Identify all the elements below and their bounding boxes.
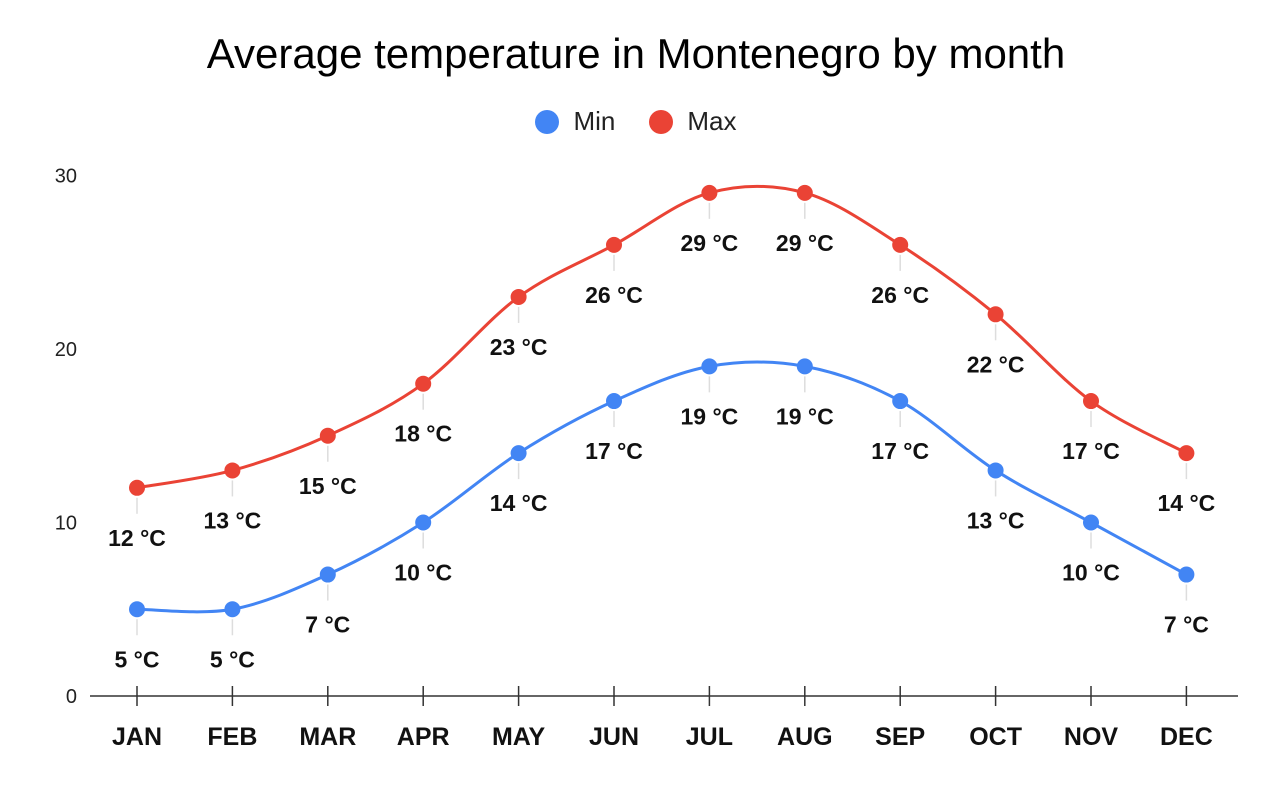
data-point-max[interactable]: [701, 184, 718, 201]
data-point-min[interactable]: [1083, 514, 1099, 531]
data-point-min[interactable]: [987, 462, 1004, 479]
x-tick-label: JAN: [112, 723, 162, 751]
x-tick-label: APR: [397, 723, 450, 751]
data-point-max[interactable]: [606, 236, 622, 253]
chart-title: Average temperature in Montenegro by mon…: [206, 30, 1066, 77]
data-label-max: 15 °C: [299, 473, 357, 499]
data-label-min: 7 °C: [305, 612, 350, 638]
y-tick-label: 30: [55, 166, 77, 188]
series-line-min: [136, 360, 1188, 614]
x-tick-label: NOV: [1064, 723, 1119, 751]
data-point-max[interactable]: [1178, 445, 1195, 462]
data-label-max: 26 °C: [871, 282, 929, 308]
data-label-max: 12 °C: [108, 525, 166, 551]
data-label-max: 13 °C: [204, 507, 262, 533]
data-label-max: 18 °C: [394, 421, 452, 447]
legend-item-max[interactable]: Max: [649, 106, 737, 137]
data-label-max: 29 °C: [776, 230, 834, 256]
data-label-min: 19 °C: [681, 403, 739, 429]
data-point-max[interactable]: [224, 462, 241, 479]
data-point-max[interactable]: [796, 184, 813, 201]
data-label-min: 5 °C: [210, 646, 255, 672]
x-tick-label: JUN: [589, 723, 639, 751]
data-label-min: 13 °C: [967, 507, 1025, 533]
data-label-min: 19 °C: [776, 403, 834, 429]
data-point-max[interactable]: [892, 236, 909, 253]
data-point-max[interactable]: [510, 288, 527, 305]
data-label-max: 22 °C: [967, 351, 1025, 377]
data-point-min[interactable]: [701, 358, 718, 375]
x-tick-label: JUL: [686, 723, 733, 751]
data-point-min[interactable]: [224, 601, 241, 618]
data-label-min: 5 °C: [115, 646, 160, 672]
data-label-min: 14 °C: [490, 490, 548, 516]
data-point-min[interactable]: [606, 393, 622, 410]
data-point-max[interactable]: [129, 479, 145, 496]
data-point-min[interactable]: [415, 514, 432, 531]
y-tick-label: 20: [55, 339, 77, 361]
data-point-max[interactable]: [415, 375, 432, 392]
data-label-max: 29 °C: [681, 230, 739, 256]
x-tick-label: FEB: [207, 723, 257, 751]
legend-label-max: Max: [687, 106, 737, 136]
y-tick-label: 10: [55, 513, 77, 535]
data-label-min: 7 °C: [1164, 612, 1209, 638]
x-tick-label: AUG: [777, 723, 833, 751]
x-tick-label: SEP: [875, 723, 925, 751]
data-point-min[interactable]: [1178, 566, 1195, 583]
data-label-max: 26 °C: [585, 282, 643, 308]
data-label-min: 10 °C: [394, 560, 452, 586]
x-tick-label: OCT: [969, 723, 1022, 751]
data-label-min: 17 °C: [871, 438, 929, 464]
data-point-max[interactable]: [319, 427, 336, 444]
series-line-max: [136, 184, 1188, 490]
data-point-min[interactable]: [129, 601, 145, 618]
data-point-min[interactable]: [510, 445, 527, 462]
data-point-min[interactable]: [319, 566, 336, 583]
data-point-min[interactable]: [796, 358, 813, 375]
data-label-max: 14 °C: [1158, 490, 1216, 516]
x-tick-label: MAR: [299, 723, 356, 751]
x-tick-label: MAY: [492, 723, 546, 751]
data-point-min[interactable]: [892, 393, 909, 410]
data-label-min: 17 °C: [585, 438, 643, 464]
data-label-max: 23 °C: [490, 334, 548, 360]
data-label-max: 17 °C: [1062, 438, 1120, 464]
data-point-max[interactable]: [987, 306, 1004, 323]
legend-item-min[interactable]: Min: [535, 106, 615, 137]
x-tick-label: DEC: [1160, 723, 1213, 751]
y-tick-label: 0: [66, 686, 77, 708]
data-point-max[interactable]: [1083, 393, 1099, 410]
data-label-min: 10 °C: [1062, 560, 1120, 586]
legend-label-min: Min: [573, 106, 616, 136]
chart-legend: Min Max: [0, 106, 1272, 137]
legend-marker-max: [649, 109, 674, 134]
legend-marker-min: [535, 109, 560, 134]
